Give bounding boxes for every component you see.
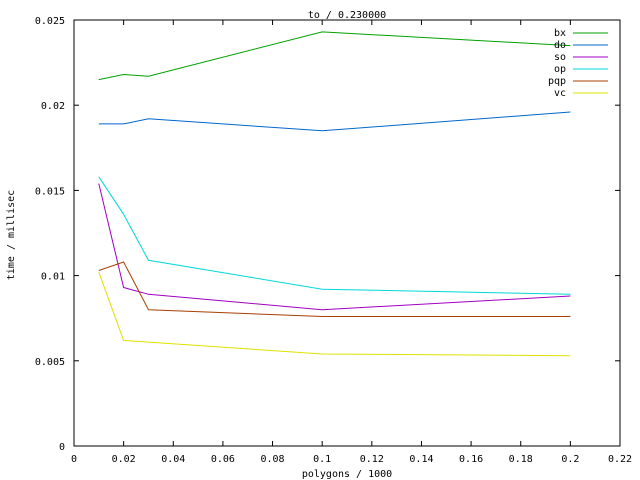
x-tick-label: 0.14 bbox=[409, 454, 433, 465]
x-tick-label: 0.12 bbox=[360, 454, 384, 465]
chart-title: to / 0.230000 bbox=[308, 10, 386, 21]
series-line-bx bbox=[98, 31, 571, 81]
series-line-vc bbox=[98, 272, 571, 357]
series-line-so bbox=[98, 183, 571, 311]
legend-label-pqp: pqp bbox=[548, 76, 566, 87]
x-tick-label: 0 bbox=[71, 454, 77, 465]
y-tick-label: 0.01 bbox=[41, 272, 65, 283]
x-tick-label: 0.06 bbox=[211, 454, 235, 465]
axis-ticks: 0 0.02 0.04 0.06 0.08 0.1 0.12 0.14 0.16 0.18 0.2 0… bbox=[35, 16, 632, 465]
series-line-op bbox=[98, 176, 571, 295]
legend-label-bx: bx bbox=[554, 28, 566, 39]
y-tick-label: 0.02 bbox=[41, 101, 65, 112]
x-tick-label: 0.2 bbox=[561, 454, 579, 465]
series-line-do bbox=[98, 111, 571, 132]
x-tick-label: 0.16 bbox=[459, 454, 483, 465]
y-tick-label: 0 bbox=[59, 442, 65, 453]
plot-frame bbox=[73, 19, 621, 447]
x-tick-label: 0.22 bbox=[608, 454, 632, 465]
x-tick-label: 0.18 bbox=[509, 454, 533, 465]
legend-label-so: so bbox=[554, 52, 566, 63]
series-lines bbox=[98, 31, 571, 357]
y-tick-label: 0.025 bbox=[35, 16, 65, 27]
y-axis-title: time / millisec bbox=[6, 190, 17, 280]
x-tick-label: 0.04 bbox=[161, 454, 185, 465]
x-axis-title: polygons / 1000 bbox=[302, 469, 392, 480]
legend-label-vc: vc bbox=[554, 88, 566, 99]
series-line-pqp bbox=[98, 261, 571, 317]
x-tick-label: 0.08 bbox=[260, 454, 284, 465]
legend-label-do: do bbox=[554, 40, 566, 51]
x-tick-label: 0.1 bbox=[313, 454, 331, 465]
legend-label-op: op bbox=[554, 64, 566, 75]
x-tick-label: 0.02 bbox=[112, 454, 136, 465]
y-tick-label: 0.005 bbox=[35, 357, 65, 368]
y-tick-label: 0.015 bbox=[35, 186, 65, 197]
